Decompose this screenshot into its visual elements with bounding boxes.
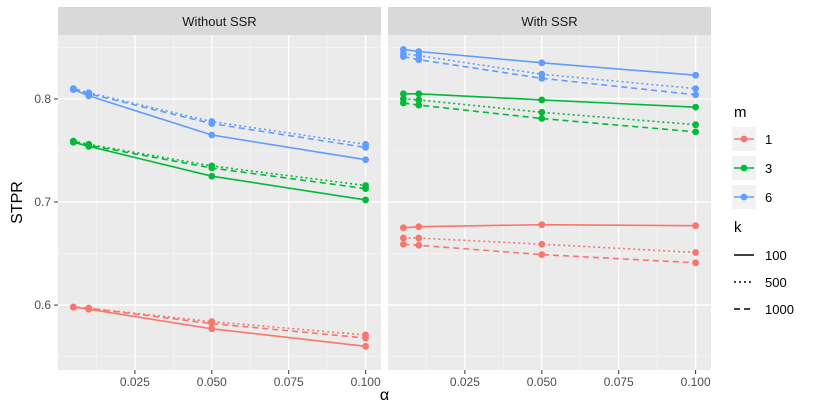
data-point <box>692 259 700 267</box>
data-point <box>208 164 216 172</box>
facet-strip-title: Without SSR <box>182 14 256 29</box>
data-point <box>399 224 407 232</box>
x-tick-label: 0.025 <box>120 375 150 389</box>
series-line-m1-k100 <box>73 306 366 348</box>
legend-label: 6 <box>765 190 772 205</box>
facet-strip <box>58 7 381 35</box>
data-point <box>399 90 407 98</box>
data-point <box>692 222 700 230</box>
panel-with-ssr: With SSR 0.025 0.050 0.075 0.100 <box>388 7 711 389</box>
data-point <box>415 234 423 242</box>
data-point <box>399 99 407 107</box>
data-point <box>85 141 93 149</box>
series-line-m1-k1000 <box>403 243 696 264</box>
x-axis-title: α <box>380 387 389 404</box>
data-point <box>692 121 700 129</box>
data-point <box>692 128 700 136</box>
data-point <box>415 223 423 231</box>
facet-strip-title: With SSR <box>521 14 577 29</box>
data-point <box>85 304 93 312</box>
series-line-m3-k100 <box>73 141 366 201</box>
data-point <box>538 115 546 122</box>
legend-m: m 1 3 6 <box>732 104 772 209</box>
data-point <box>538 96 546 104</box>
legend-title: k <box>734 219 742 236</box>
x-tick-label: 0.100 <box>351 375 381 389</box>
legend-key-point <box>740 135 748 143</box>
data-point <box>415 96 423 104</box>
series-line-m1-k100 <box>403 223 696 229</box>
data-point <box>208 120 216 128</box>
data-point <box>692 85 700 92</box>
data-point <box>415 101 423 109</box>
data-point <box>208 320 216 328</box>
series-line-m6-k100 <box>403 48 696 76</box>
data-point <box>399 53 407 61</box>
legend-label: 3 <box>765 161 772 176</box>
data-point <box>538 59 546 67</box>
data-point <box>415 90 423 98</box>
data-point <box>362 143 370 151</box>
data-point <box>362 196 370 204</box>
legend-key-point <box>740 164 748 172</box>
data-point <box>69 137 77 145</box>
series-group <box>69 85 370 350</box>
data-point <box>208 172 216 180</box>
data-point <box>415 56 423 64</box>
data-point <box>208 131 216 139</box>
data-point <box>208 325 216 333</box>
series-line-m6-k1000 <box>73 87 366 149</box>
series-line-m3-k500 <box>403 98 696 126</box>
data-point <box>362 342 370 350</box>
series-line-m3-k100 <box>403 93 696 108</box>
y-tick-label: 0.6 <box>34 298 51 312</box>
legend-k: k 100 500 1000 <box>734 219 794 317</box>
facet-strip <box>388 7 711 35</box>
y-tick-label: 0.8 <box>34 92 51 106</box>
legend-label: 500 <box>765 275 787 290</box>
data-point <box>399 240 407 248</box>
series-line-m6-k100 <box>73 88 366 161</box>
x-tick-label: 0.100 <box>681 375 711 389</box>
data-point <box>538 240 546 248</box>
legend-key-point <box>740 193 748 201</box>
data-point <box>362 334 370 342</box>
data-point <box>538 74 546 82</box>
series-group <box>399 46 700 267</box>
legend-label: 1 <box>765 132 772 147</box>
data-point <box>69 85 77 92</box>
data-point <box>538 251 546 258</box>
data-point <box>538 221 546 229</box>
data-point <box>538 108 546 116</box>
legend-label: 1000 <box>765 302 794 317</box>
legend-title: m <box>734 104 747 121</box>
x-tick-label: 0.050 <box>527 375 557 389</box>
data-point <box>362 185 370 192</box>
series-line-m6-k500 <box>73 87 366 146</box>
x-tick-label: 0.050 <box>197 375 227 389</box>
data-point <box>692 103 700 111</box>
data-point <box>692 91 700 99</box>
x-tick-label: 0.025 <box>450 375 480 389</box>
data-point <box>85 90 93 98</box>
panel-without-ssr: Without SSR 0.025 0.050 0.075 0.100 <box>58 7 381 389</box>
data-point <box>692 249 700 256</box>
data-point <box>399 234 407 242</box>
data-point <box>692 71 700 79</box>
series-line-m1-k500 <box>403 237 696 254</box>
data-point <box>69 303 77 311</box>
data-point <box>362 156 370 164</box>
series-line-m1-k500 <box>73 306 366 336</box>
data-point <box>415 241 423 249</box>
y-axis-title: STPR <box>9 181 26 224</box>
y-tick-label: 0.7 <box>34 195 51 209</box>
legend-label: 100 <box>765 248 787 263</box>
x-tick-label: 0.075 <box>274 375 304 389</box>
x-tick-label: 0.075 <box>604 375 634 389</box>
